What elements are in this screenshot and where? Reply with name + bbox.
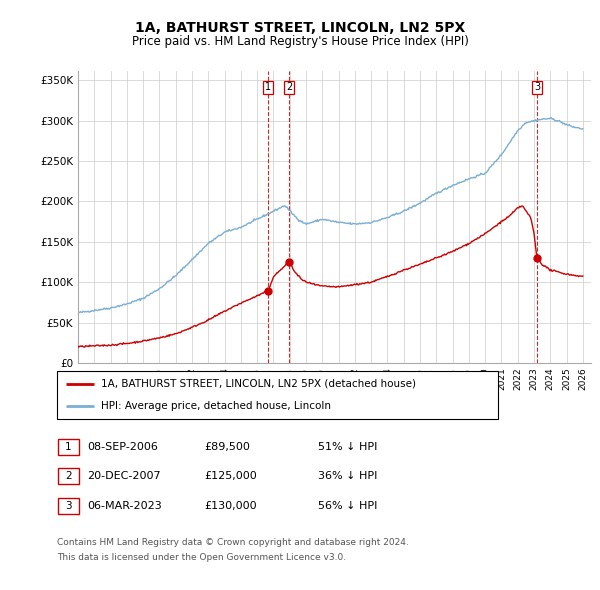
Text: This data is licensed under the Open Government Licence v3.0.: This data is licensed under the Open Gov… xyxy=(57,553,346,562)
Text: 1: 1 xyxy=(65,442,72,451)
Text: Price paid vs. HM Land Registry's House Price Index (HPI): Price paid vs. HM Land Registry's House … xyxy=(131,35,469,48)
Text: 2: 2 xyxy=(286,83,292,93)
Text: £130,000: £130,000 xyxy=(204,501,257,510)
FancyBboxPatch shape xyxy=(57,371,498,419)
FancyBboxPatch shape xyxy=(58,468,79,484)
Text: Contains HM Land Registry data © Crown copyright and database right 2024.: Contains HM Land Registry data © Crown c… xyxy=(57,538,409,547)
Text: 1: 1 xyxy=(265,83,271,93)
Text: 06-MAR-2023: 06-MAR-2023 xyxy=(87,501,162,510)
Text: 56% ↓ HPI: 56% ↓ HPI xyxy=(318,501,377,510)
Text: 36% ↓ HPI: 36% ↓ HPI xyxy=(318,471,377,481)
Text: 3: 3 xyxy=(65,501,72,510)
Text: 08-SEP-2006: 08-SEP-2006 xyxy=(87,442,158,451)
Text: HPI: Average price, detached house, Lincoln: HPI: Average price, detached house, Linc… xyxy=(101,401,331,411)
Text: 20-DEC-2007: 20-DEC-2007 xyxy=(87,471,161,481)
Text: 1A, BATHURST STREET, LINCOLN, LN2 5PX (detached house): 1A, BATHURST STREET, LINCOLN, LN2 5PX (d… xyxy=(101,379,416,389)
Text: 1A, BATHURST STREET, LINCOLN, LN2 5PX: 1A, BATHURST STREET, LINCOLN, LN2 5PX xyxy=(135,21,465,35)
Text: 51% ↓ HPI: 51% ↓ HPI xyxy=(318,442,377,451)
Text: £89,500: £89,500 xyxy=(204,442,250,451)
Text: 2: 2 xyxy=(65,471,72,481)
Text: £125,000: £125,000 xyxy=(204,471,257,481)
FancyBboxPatch shape xyxy=(58,498,79,513)
FancyBboxPatch shape xyxy=(58,439,79,455)
Text: 3: 3 xyxy=(534,83,540,93)
